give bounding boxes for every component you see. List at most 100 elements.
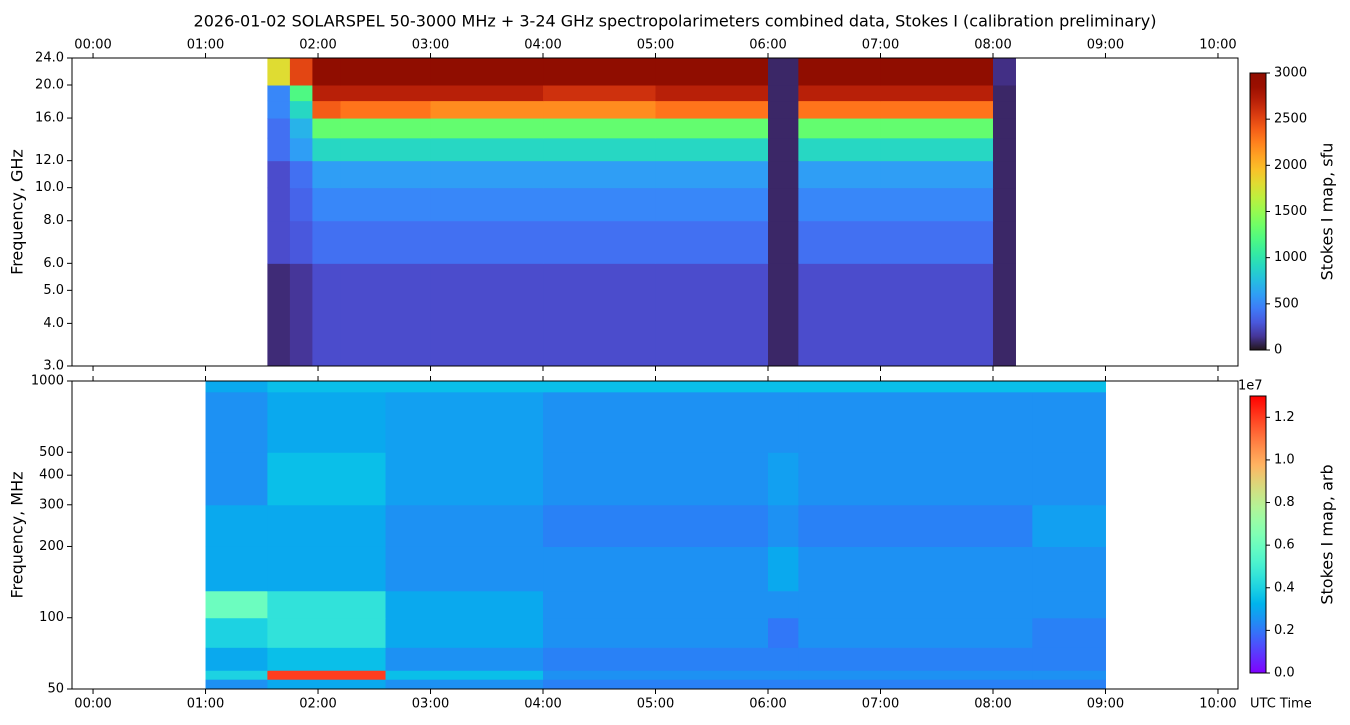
heatmap-cell	[543, 679, 769, 690]
heatmap-cell	[1032, 391, 1106, 453]
heatmap-cell	[798, 617, 1033, 648]
heatmap-cell	[340, 85, 432, 102]
heatmap-cell	[430, 220, 544, 264]
colorbar	[1249, 72, 1267, 351]
colorbar-tick-label: 0.8	[1274, 495, 1295, 510]
x-tick-label: 06:00	[749, 38, 786, 53]
x-tick-label: 01:00	[187, 38, 224, 53]
x-tick-label: 02:00	[299, 697, 336, 712]
heatmap-cell	[543, 137, 657, 162]
x-tick-label: 05:00	[637, 697, 674, 712]
heatmap-cell	[798, 100, 881, 119]
heatmap-cell	[655, 137, 769, 162]
heatmap-cell	[880, 137, 994, 162]
heatmap-cell	[205, 679, 268, 690]
y-tick-label: 20.0	[35, 78, 64, 93]
heatmap-cell	[543, 85, 657, 102]
heatmap-cell	[768, 85, 799, 102]
x-tick-label: 06:00	[749, 697, 786, 712]
heatmap-cell	[655, 160, 769, 189]
heatmap-cell	[340, 220, 432, 264]
heatmap-cell	[655, 220, 769, 264]
y-tick-label: 3.0	[43, 359, 64, 374]
x-tick-label: 05:00	[637, 38, 674, 53]
heatmap-cell	[798, 590, 1033, 619]
heatmap-cell	[430, 58, 544, 86]
heatmap-cell	[385, 679, 544, 690]
y-tick-label: 4.0	[43, 316, 64, 331]
heatmap-cell	[289, 118, 313, 139]
heatmap-cell	[768, 137, 799, 162]
heatmap-cell	[385, 546, 544, 592]
heatmap-cell	[267, 670, 387, 680]
heatmap-cell	[768, 670, 799, 680]
heatmap-cell	[655, 85, 769, 102]
heatmap-cell	[798, 679, 1033, 690]
heatmap-cell	[430, 137, 544, 162]
heatmap-cell	[655, 118, 769, 139]
heatmap-cell	[798, 670, 1033, 680]
x-tick-label: 00:00	[74, 38, 111, 53]
colorbar-tick-label: 0.0	[1274, 666, 1295, 681]
heatmap-cell	[205, 546, 268, 592]
heatmap-cell	[312, 160, 342, 189]
heatmap-cell	[267, 381, 387, 393]
heatmap-cell	[430, 263, 544, 367]
heatmap-cell	[289, 100, 313, 119]
heatmap-cell	[543, 160, 657, 189]
heatmap-cell	[768, 679, 799, 690]
x-tick-label: 07:00	[862, 38, 899, 53]
heatmap-cell	[798, 118, 881, 139]
y-tick-label: 400	[39, 468, 64, 483]
heatmap-cell	[205, 504, 268, 547]
heatmap-cell	[205, 670, 268, 680]
x-tick-label: 08:00	[974, 38, 1011, 53]
heatmap-cell	[768, 647, 799, 671]
heatmap-cell	[768, 100, 799, 119]
plot-frame	[71, 57, 1239, 367]
colorbar-tick-label: 1500	[1274, 204, 1307, 219]
heatmap-cell	[543, 118, 657, 139]
heatmap-cell	[543, 590, 769, 619]
heatmap-cell	[312, 58, 342, 86]
heatmap-cell	[312, 137, 342, 162]
x-tick-label: 03:00	[412, 38, 449, 53]
heatmap-cell	[267, 617, 387, 648]
heatmap-cell	[798, 452, 1033, 506]
heatmap-cell	[340, 160, 432, 189]
heatmap-cell	[543, 187, 657, 222]
heatmap-cell	[205, 590, 268, 619]
heatmap-cell	[312, 118, 342, 139]
heatmap-cell	[340, 118, 432, 139]
heatmap-cell	[992, 118, 1016, 139]
heatmap-cell	[543, 58, 657, 86]
heatmap-cell	[267, 263, 291, 367]
heatmap-cell	[430, 100, 544, 119]
y-tick-label: 50	[47, 682, 64, 697]
x-tick-label: 09:00	[1087, 697, 1124, 712]
heatmap-cell	[768, 118, 799, 139]
heatmap-cell	[880, 220, 994, 264]
heatmap-cell	[289, 137, 313, 162]
heatmap-cell	[205, 391, 268, 453]
heatmap-cell	[768, 187, 799, 222]
heatmap-cell	[798, 647, 1033, 671]
heatmap-cell	[340, 58, 432, 86]
heatmap-cell	[768, 504, 799, 547]
colorbar-tick-label: 1.2	[1274, 410, 1295, 425]
y-tick-label: 200	[39, 539, 64, 554]
heatmap-cell	[430, 187, 544, 222]
colorbar-label: Stokes I map, arb	[1318, 464, 1337, 604]
heatmap-cell	[543, 263, 657, 367]
y-tick-label: 16.0	[35, 111, 64, 126]
heatmap-cell	[1032, 670, 1106, 680]
heatmap-cell	[768, 263, 799, 367]
heatmap-cell	[655, 100, 769, 119]
heatmap-cell	[289, 187, 313, 222]
heatmap-cell	[312, 263, 342, 367]
heatmap-cell	[289, 160, 313, 189]
heatmap-cell	[543, 546, 769, 592]
heatmap-cell	[543, 647, 769, 671]
heatmap-cell	[798, 546, 1033, 592]
heatmap-cell	[992, 137, 1016, 162]
